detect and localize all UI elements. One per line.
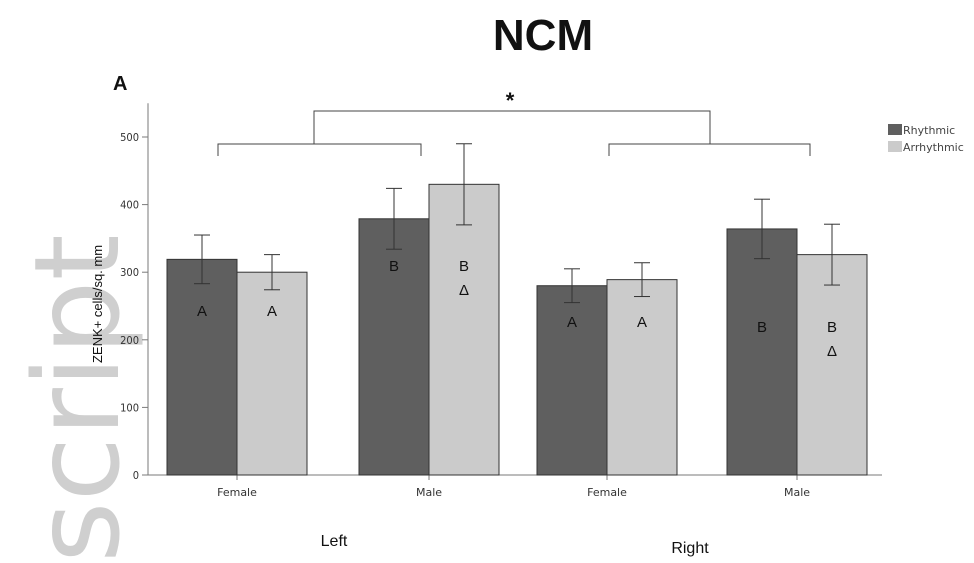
group-label-right: Right xyxy=(671,540,709,557)
x-tick-label: Male xyxy=(416,486,442,499)
watermark-text: script xyxy=(8,234,146,563)
bar xyxy=(428,183,500,476)
significance-letter: Δ xyxy=(827,343,837,360)
significance-letter: Δ xyxy=(459,282,469,299)
y-axis-label: ZENK+ cells/sq. mm xyxy=(90,245,105,363)
legend-label-rhythmic: Rhythmic xyxy=(903,124,955,137)
bar xyxy=(358,218,430,476)
bracket-left xyxy=(217,143,422,156)
y-tick-label: 200 xyxy=(120,334,139,347)
x-tick-label: Female xyxy=(217,486,257,499)
bracket-top xyxy=(313,110,711,144)
bar xyxy=(166,258,238,476)
y-tick-label: 100 xyxy=(120,401,139,414)
y-tick-label: 0 xyxy=(133,469,139,482)
bar xyxy=(726,228,798,476)
plot-area: 0 100 200 300 400 500 Female Male Female Male A B A B… xyxy=(120,103,882,499)
bar xyxy=(606,279,678,476)
bar xyxy=(796,254,868,476)
y-tick-label: 300 xyxy=(120,266,139,279)
significance-letter: A xyxy=(197,303,207,320)
significance-letter: B xyxy=(827,319,837,336)
legend-swatch-rhythmic xyxy=(888,124,902,135)
significance-letter: A xyxy=(567,314,577,331)
panel-label: A xyxy=(113,73,127,95)
significance-star: * xyxy=(506,88,515,113)
y-tick-label: 500 xyxy=(120,131,139,144)
legend-label-arrhythmic: Arrhythmic xyxy=(903,141,964,154)
legend-swatch-arrhythmic xyxy=(888,141,902,152)
significance-letter: A xyxy=(637,314,647,331)
group-label-left: Left xyxy=(321,533,348,550)
bracket-right xyxy=(608,143,811,156)
y-tick-label: 400 xyxy=(120,199,139,212)
significance-letter: B xyxy=(757,319,767,336)
chart-title: NCM xyxy=(493,11,593,60)
significance-letter: B xyxy=(459,258,469,275)
x-tick-label: Female xyxy=(587,486,627,499)
x-tick-label: Male xyxy=(784,486,810,499)
legend: Rhythmic Arrhythmic xyxy=(888,124,964,154)
significance-letter: B xyxy=(389,258,399,275)
significance-letter: A xyxy=(267,303,277,320)
